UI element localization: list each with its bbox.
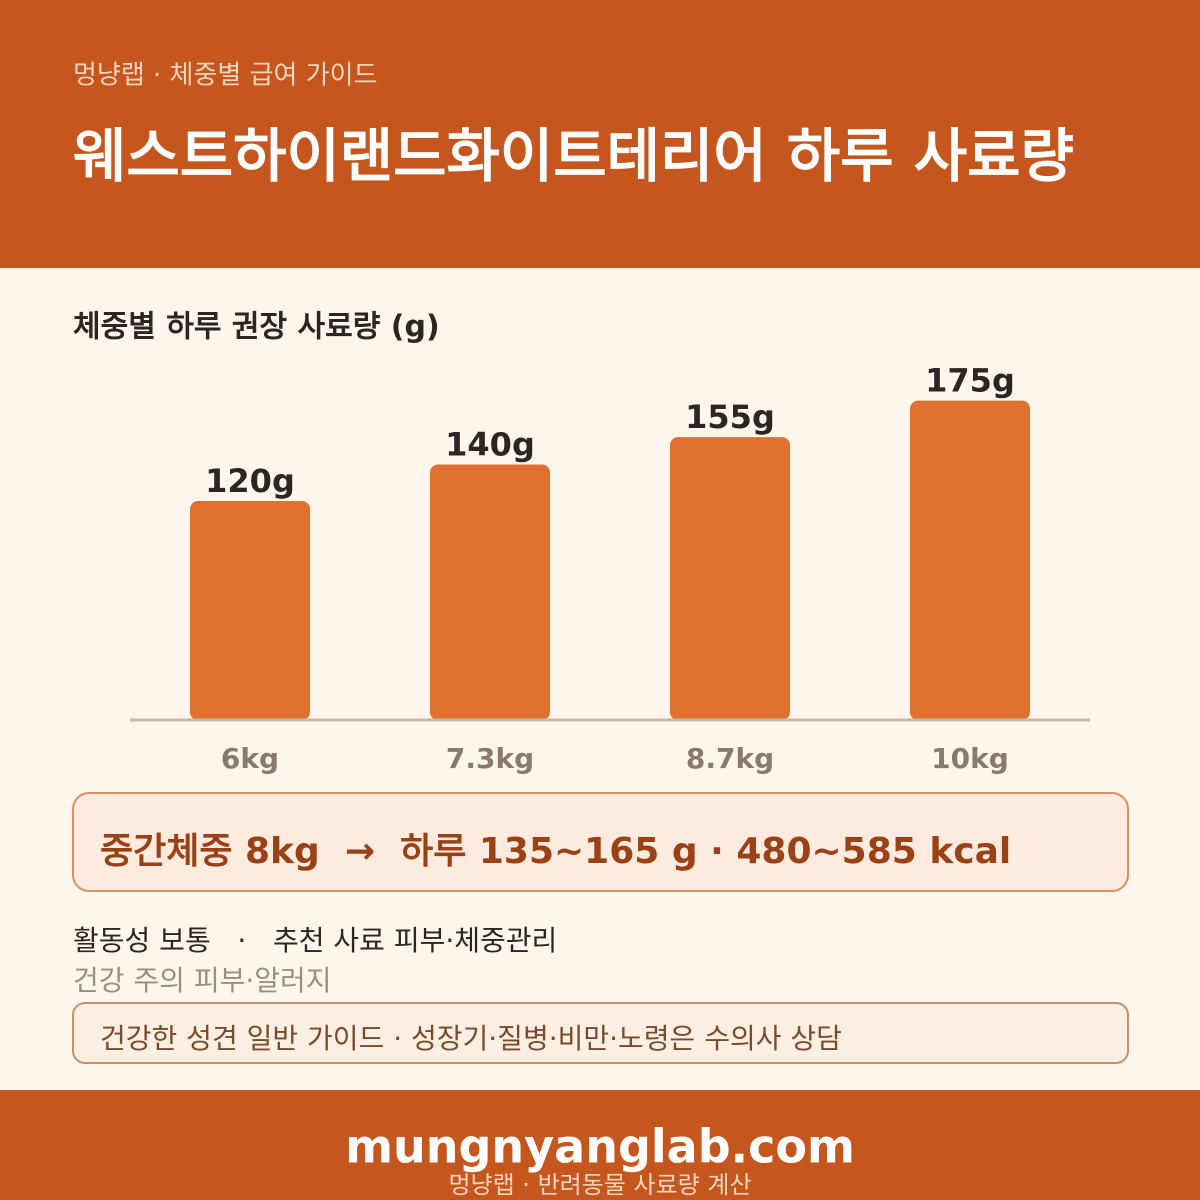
- info-line: 활동성 보통 · 추천 사료 피부·체중관리: [73, 924, 557, 957]
- footer-sub: 멍냥랩 · 반려동물 사료량 계산: [448, 1171, 751, 1199]
- title: 웨스트하이랜드화이트테리어 하루 사료량: [73, 122, 1074, 190]
- value-label: 175g: [925, 362, 1015, 400]
- plot: 120g 6kg 140g 7.3kg 155g 8.7kg 175g 10kg: [190, 362, 1030, 775]
- info-line: 건강 주의 피부·알러지: [73, 964, 332, 997]
- x-tick-label: 8.7kg: [686, 742, 774, 775]
- note: 건강한 성견 일반 가이드 · 성장기·질병·비만·노령은 수의사 상담: [100, 1022, 842, 1055]
- x-tick-label: 6kg: [221, 742, 279, 775]
- x-tick-label: 10kg: [931, 742, 1009, 775]
- bar: [910, 400, 1030, 720]
- bar: [430, 464, 550, 720]
- bar: [190, 501, 310, 720]
- brand: 멍냥랩 · 체중별 급여 가이드: [73, 61, 377, 91]
- x-tick-label: 7.3kg: [446, 742, 534, 775]
- header-band: [0, 0, 1200, 268]
- summary: 중간체중 8kg → 하루 135~165 g · 480~585 kcal: [100, 831, 1011, 872]
- value-label: 155g: [685, 398, 775, 436]
- chart-title: 체중별 하루 권장 사료량 (g): [73, 310, 440, 345]
- bar: [670, 437, 790, 720]
- footer-band: [0, 1090, 1200, 1200]
- footer-site: mungnyanglab.com: [345, 1120, 855, 1174]
- summary-box: [72, 792, 1129, 892]
- note-box: [72, 1002, 1129, 1064]
- value-label: 120g: [205, 462, 295, 500]
- value-label: 140g: [445, 426, 535, 464]
